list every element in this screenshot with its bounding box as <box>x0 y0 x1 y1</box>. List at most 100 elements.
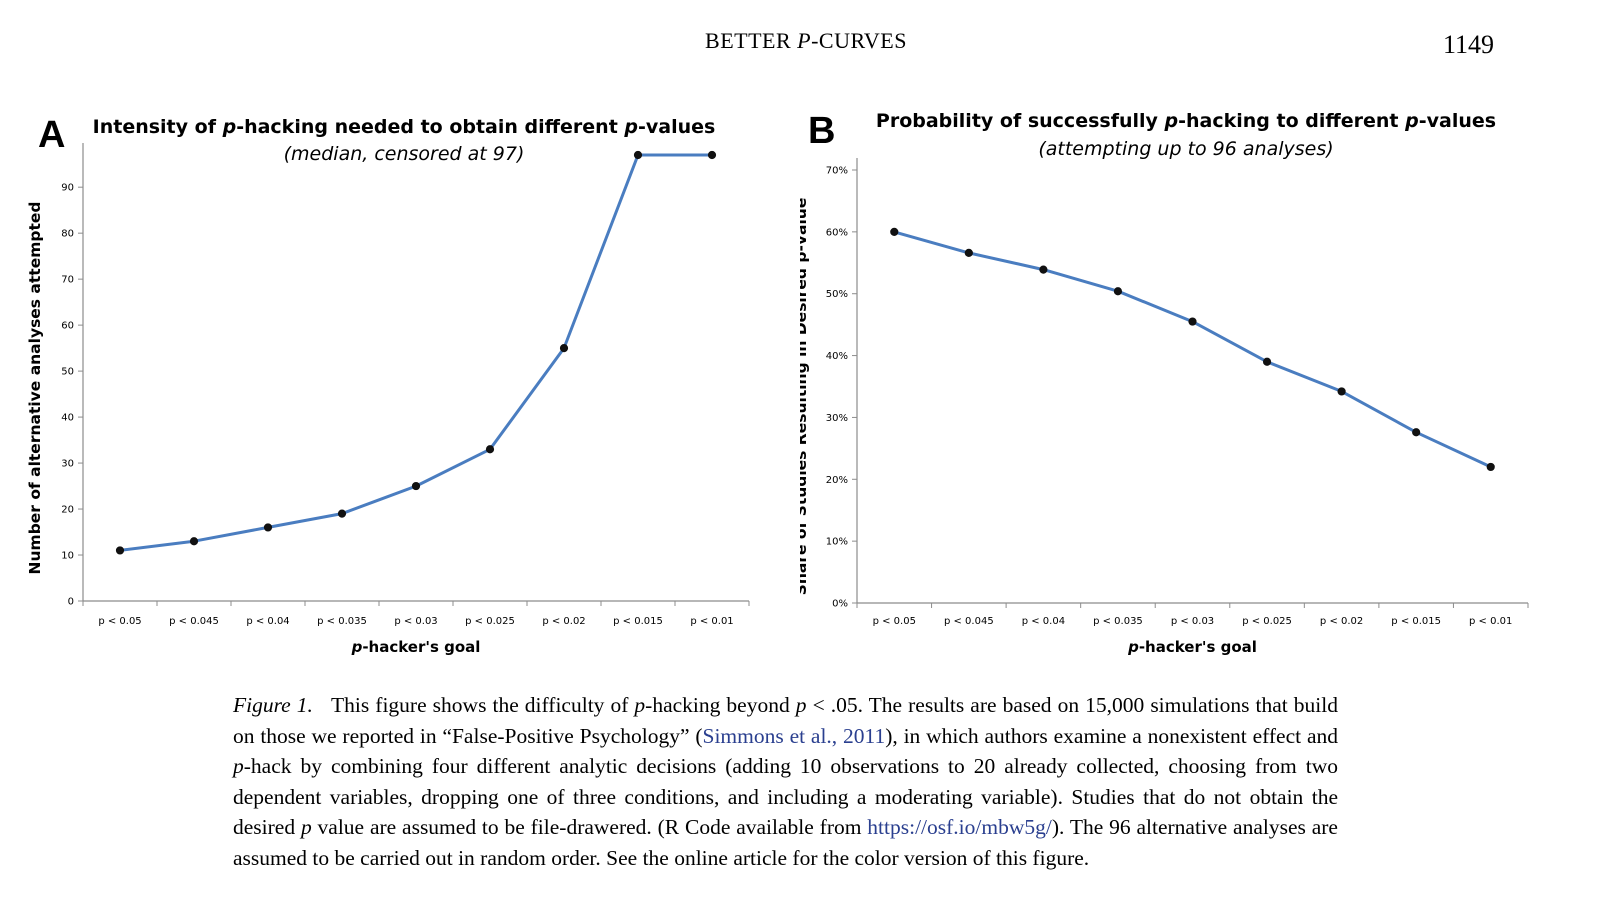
chart-a-y-tick-label: 80 <box>61 229 74 240</box>
chart-b-x-axis-label: p-hacker's goal <box>1127 638 1257 656</box>
chart-b-data-point <box>1337 387 1346 396</box>
chart-a-x-tick-label: p < 0.01 <box>690 616 733 627</box>
running-head-italic: P <box>797 28 812 53</box>
chart-b-data-point <box>1113 287 1123 296</box>
chart-a: 0 10 20 30 40 50 60 70 80 90 p < 0.05 p < 0.045 p < … <box>26 143 750 656</box>
caption-text-2: -hacking beyond <box>645 693 796 717</box>
chart-b: 0% 10% 20% 30% 40% 50% 60% 70% p < 0.05 p < 0.045… <box>800 158 1529 656</box>
chart-b-x-tick-label: p < 0.05 <box>873 616 916 627</box>
chart-b-y-axis-label: Share of Studies Resulting in Desired p-… <box>800 198 810 596</box>
caption-p-2: p <box>795 693 807 717</box>
chart-a-y-tick-label: 90 <box>61 183 74 194</box>
chart-a-data-point <box>263 523 273 532</box>
page-number: 1149 <box>1442 30 1494 59</box>
chart-a-y-tick-label: 40 <box>61 413 74 424</box>
chart-a-y-tick-label: 50 <box>61 367 74 378</box>
chart-a-y-tick-label: 10 <box>61 551 74 562</box>
panel-a-title-italic: p <box>222 116 237 138</box>
chart-a-y-tick-label: 20 <box>61 505 74 516</box>
chart-b-x-tick-label: p < 0.015 <box>1391 616 1441 627</box>
running-head: BETTER P-CURVES <box>0 28 1612 54</box>
chart-b-y-tick-label: 20% <box>826 475 848 486</box>
caption-text-5: -hack by combining four different analyt… <box>233 754 1338 839</box>
caption-text-1: This figure shows the difficulty of <box>331 693 635 717</box>
chart-b-data-point <box>1486 462 1495 472</box>
chart-a-data-point <box>411 481 421 491</box>
chart-a-x-axis-label: p-hacker's goal <box>351 638 481 656</box>
chart-a-x-tick-label: p < 0.025 <box>465 616 515 627</box>
chart-b-x-tick-label: p < 0.035 <box>1093 616 1143 627</box>
chart-a-data-point <box>485 445 495 454</box>
citation-link[interactable]: Simmons et al., 2011 <box>702 723 886 748</box>
chart-a-data-point <box>559 344 569 353</box>
chart-b-data-point <box>1262 357 1272 366</box>
chart-a-x-tick-label: p < 0.05 <box>98 616 141 627</box>
panel-a-subtitle: (median, censored at 97) <box>283 143 525 165</box>
chart-b-y-tick-label: 30% <box>826 413 848 424</box>
chart-b-y-tick-label: 40% <box>826 351 848 362</box>
chart-a-data-point <box>707 150 717 160</box>
caption-p-3: p <box>233 754 244 778</box>
chart-b-data-point <box>964 248 973 257</box>
chart-b-x-tick-label: p < 0.01 <box>1469 616 1512 627</box>
chart-a-y-tick-label: 60 <box>61 321 74 332</box>
panel-b-subtitle: (attempting up to 96 analyses) <box>1038 138 1334 160</box>
panel-a-title: Intensity of p-hacking needed to obtain … <box>74 116 734 138</box>
chart-a-x-tick-label: p < 0.03 <box>394 616 437 627</box>
caption-text-3: < .05. The results are based on 15,000 s… <box>233 693 1338 748</box>
panel-a-title-mid: -hacking needed to obtain different <box>236 116 625 138</box>
chart-b-x-tick-label: p < 0.03 <box>1171 616 1214 627</box>
chart-a-y-tick-label: 70 <box>61 275 74 286</box>
chart-b-data-point <box>1412 428 1421 437</box>
chart-a-data-point <box>115 546 125 555</box>
caption-p-1: p <box>634 693 646 717</box>
panel-b-letter: B <box>808 110 836 152</box>
chart-b-x-tick-label: p < 0.02 <box>1320 616 1363 627</box>
chart-a-data-point <box>189 537 199 546</box>
panel-b-title-pre: Probability of successfully <box>875 110 1165 132</box>
figure-label: Figure 1. <box>233 693 313 717</box>
caption-text-4: ), in which authors examine a nonexisten… <box>885 723 1338 748</box>
panel-a-letter: A <box>38 114 66 156</box>
chart-b-y-tick-label: 0% <box>832 599 848 610</box>
chart-a-x-axis-label-rest: -hacker's goal <box>362 638 480 656</box>
chart-a-x-tick-label: p < 0.02 <box>542 616 585 627</box>
panel-b-title-italic2: p <box>1405 110 1419 132</box>
chart-b-x-tick-label: p < 0.025 <box>1242 616 1292 627</box>
panel-b-title: Probability of successfully p-hacking to… <box>848 110 1524 132</box>
chart-a-data-point <box>633 150 643 160</box>
chart-b-y-tick-label: 70% <box>826 166 848 177</box>
panel-b-title-italic: p <box>1164 110 1179 132</box>
chart-a-x-tick-label: p < 0.035 <box>317 616 367 627</box>
chart-b-data-point <box>1039 265 1048 274</box>
chart-a-y-tick-label: 0 <box>68 597 74 608</box>
chart-b-x-axis-label-italic: p <box>1127 638 1139 656</box>
chart-a-series-line <box>119 153 712 552</box>
chart-b-x-axis-label-rest: -hacker's goal <box>1139 638 1257 656</box>
chart-a-x-tick-label: p < 0.04 <box>246 616 289 627</box>
chart-a-x-axis-label-italic: p <box>351 638 363 656</box>
caption-text-7: ). The 96 alternative analyses are assum… <box>233 815 1338 870</box>
osf-url-link[interactable]: https://osf.io/mbw5g/ <box>867 815 1052 839</box>
running-head-suffix: -CURVES <box>811 28 907 53</box>
chart-b-x-tick-label: p < 0.045 <box>944 616 994 627</box>
panel-a-title-italic2: p <box>624 116 639 138</box>
chart-b-x-tick-label: p < 0.04 <box>1022 616 1065 627</box>
running-head-prefix: BETTER <box>705 28 798 53</box>
chart-b-y-tick-label: 60% <box>826 227 848 238</box>
caption-p-4: p <box>300 815 312 839</box>
panel-a-title-post: -values <box>638 116 716 138</box>
chart-a-data-point <box>337 509 347 518</box>
chart-a-x-tick-label: p < 0.045 <box>169 616 219 627</box>
panel-b-title-post: -values <box>1418 110 1497 132</box>
chart-b-y-tick-label: 10% <box>826 537 848 548</box>
chart-b-series-line <box>893 230 1492 469</box>
chart-b-data-point <box>1188 317 1197 326</box>
chart-a-y-axis-label: Number of alternative analyses attempted <box>26 202 44 575</box>
panel-b-title-mid: -hacking to different <box>1178 110 1406 132</box>
figure-caption: Figure 1. This figure shows the difficul… <box>233 690 1338 873</box>
caption-text-6: value are assumed to be file-drawered. (… <box>311 815 868 839</box>
chart-b-data-point <box>890 227 899 236</box>
panel-a-title-pre: Intensity of <box>92 116 223 138</box>
chart-b-y-tick-label: 50% <box>826 289 848 300</box>
